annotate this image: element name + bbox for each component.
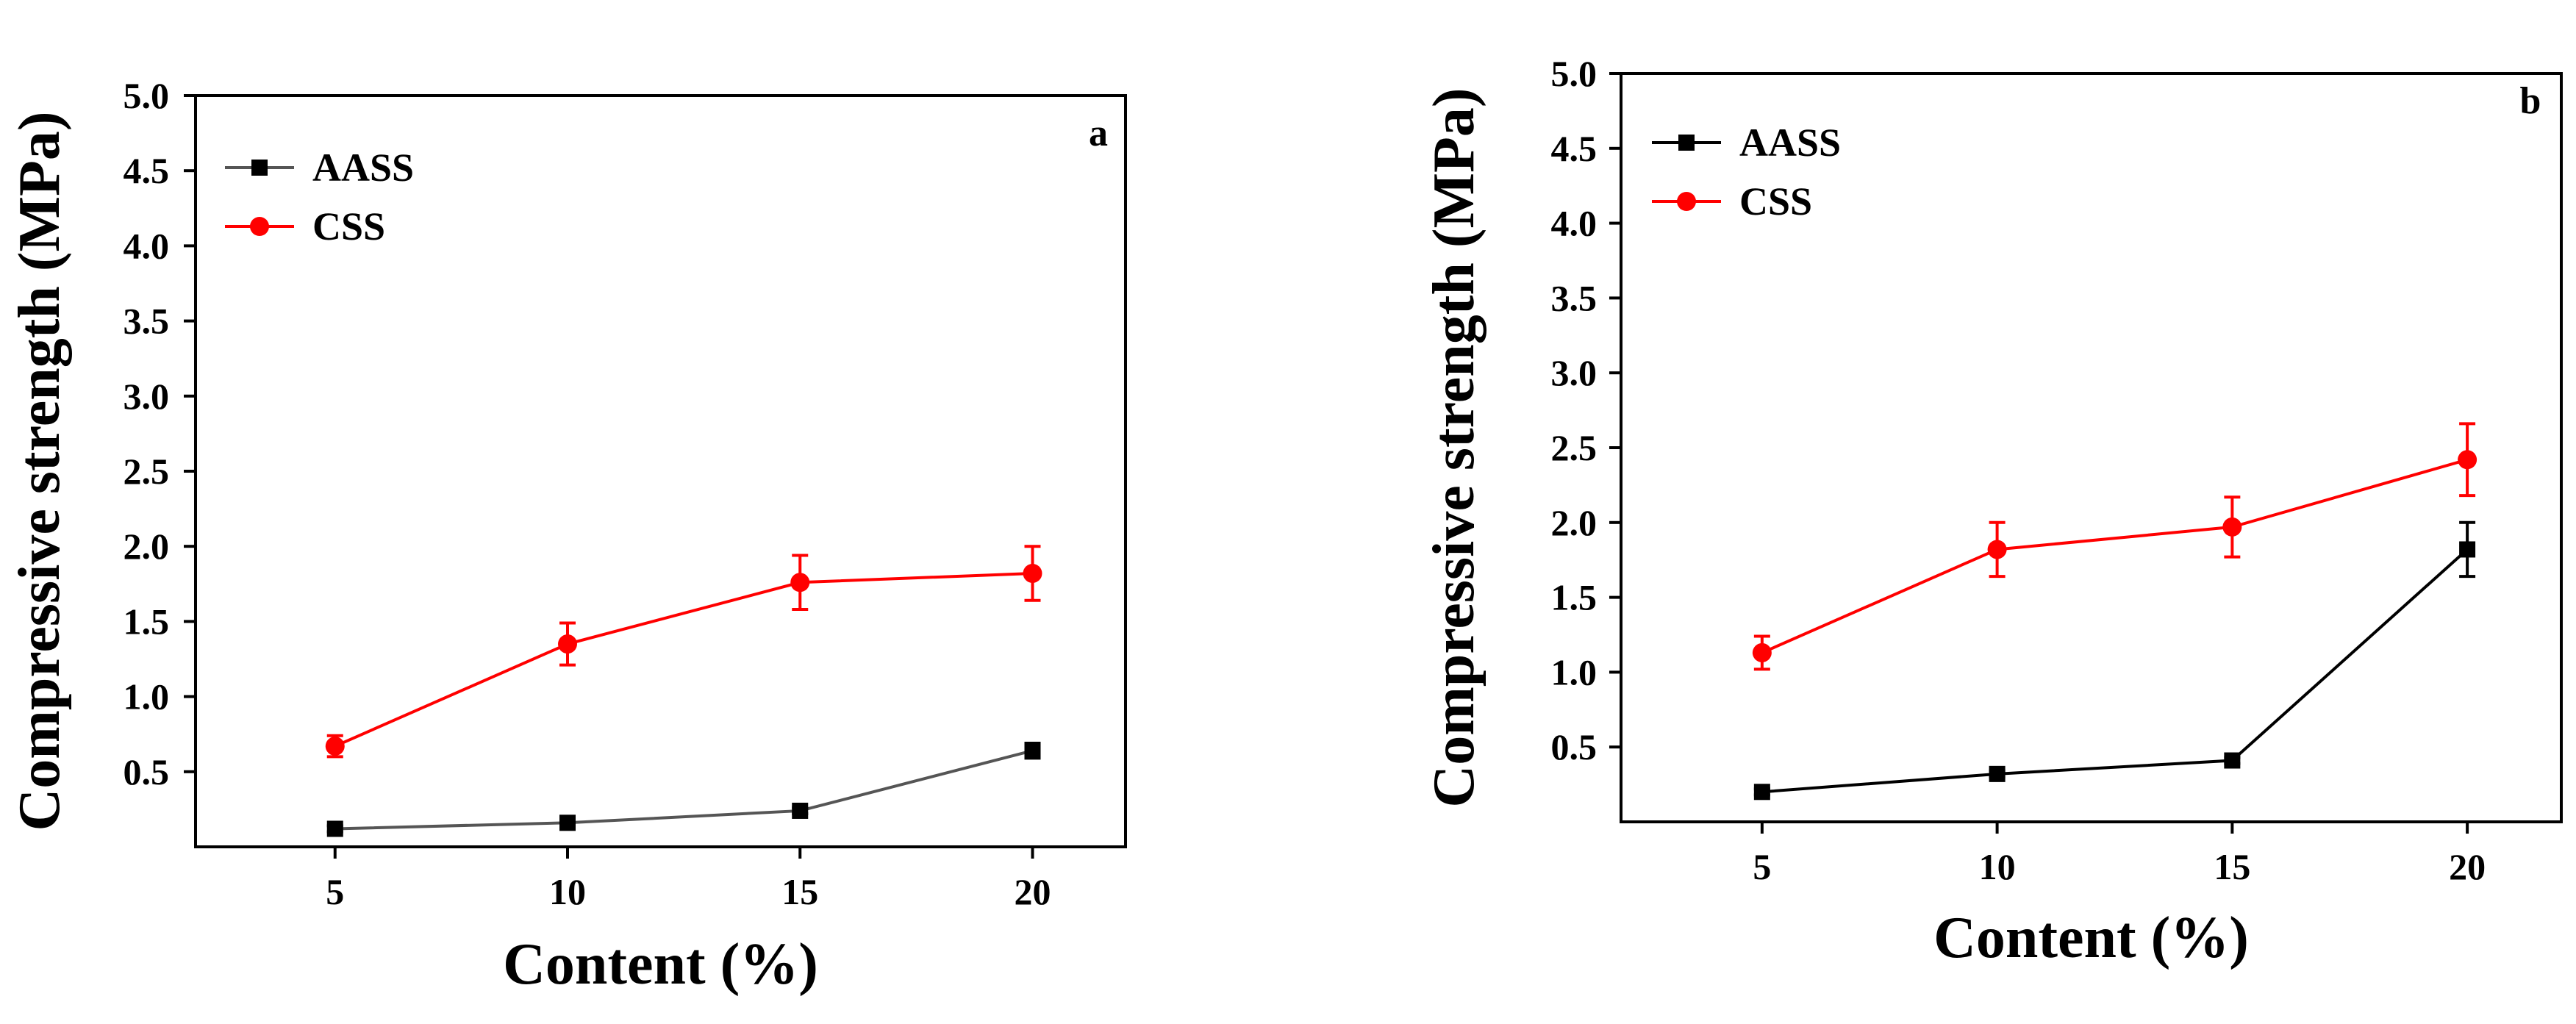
data-point [326, 820, 343, 837]
data-point [2459, 541, 2476, 558]
data-point [2224, 752, 2241, 769]
data-point [792, 802, 809, 819]
data-point [790, 573, 810, 592]
y-tick-label: 2.5 [1551, 427, 1598, 468]
y-tick-label: 1.5 [124, 601, 170, 642]
data-point [1024, 742, 1041, 759]
y-tick-label: 2.5 [124, 451, 170, 492]
legend-entry-css: CSS [225, 204, 385, 248]
legend-entry-aass: AASS [1652, 121, 1841, 165]
y-tick-label: 3.5 [1551, 277, 1598, 318]
data-point [1023, 563, 1042, 583]
data-point [559, 814, 576, 831]
panel-label: a [1089, 112, 1108, 154]
y-tick-label: 2.0 [1551, 502, 1598, 543]
y-tick-label: 4.0 [124, 225, 170, 266]
legend-entry-css: CSS [1652, 179, 1812, 223]
y-tick-label: 1.0 [1551, 651, 1598, 692]
data-point [2222, 517, 2242, 537]
y-tick-label: 4.0 [1551, 203, 1598, 244]
legend-entry-aass: AASS [225, 146, 414, 190]
y-axis-title: Compressive strength (MPa) [7, 111, 72, 831]
legend-label: AASS [1739, 121, 1841, 165]
x-tick-label: 5 [326, 871, 344, 912]
series-line [334, 571, 1033, 748]
data-point [1753, 784, 1770, 801]
series-css [325, 545, 1042, 759]
y-tick-label: 3.0 [124, 376, 170, 417]
data-point [2458, 450, 2477, 470]
x-axis-title: Content (%) [503, 932, 818, 997]
y-tick-label: 1.5 [1551, 577, 1598, 618]
series-aass [326, 741, 1041, 837]
y-tick-label: 1.0 [124, 676, 170, 717]
y-tick-label: 4.5 [124, 150, 170, 191]
panel-label: b [2520, 80, 2541, 122]
data-point [1987, 540, 2007, 559]
x-tick-label: 5 [1753, 846, 1771, 887]
legend-marker [250, 217, 269, 236]
y-tick-label: 5.0 [1551, 53, 1598, 94]
legend-marker [1678, 135, 1695, 151]
y-tick-label: 2.0 [124, 526, 170, 567]
y-tick-label: 3.5 [124, 301, 170, 342]
x-tick-label: 15 [2214, 846, 2250, 887]
chart-panel-b: 0.5 1.0 1.5 2.0 2.5 3.0 3.5 4.0 4.5 5.0 5 10 15 20 Con… [1422, 53, 2563, 970]
y-tick-label: 3.0 [1551, 352, 1598, 393]
series-line [334, 749, 1034, 831]
data-point [1752, 642, 1772, 662]
x-tick-label: 20 [1015, 871, 1051, 912]
x-tick-label: 10 [549, 871, 586, 912]
y-tick-label: 0.5 [1551, 726, 1598, 767]
data-point [325, 737, 345, 756]
chart-panel-a: 0.5 1.0 1.5 2.0 2.5 3.0 3.5 4.0 4.5 5.0 5 10 15 20 Con… [7, 75, 1127, 997]
x-axis-title: Content (%) [1933, 906, 2249, 970]
legend-label: AASS [312, 146, 414, 190]
y-tick-label: 4.5 [1551, 128, 1598, 169]
data-point [1989, 765, 2006, 782]
series-line [1761, 548, 2469, 794]
series-css [1752, 422, 2477, 671]
data-point [558, 634, 577, 654]
y-tick-label: 0.5 [124, 751, 170, 792]
legend-marker [1677, 192, 1696, 211]
series-aass [1753, 520, 2476, 801]
y-axis-title: Compressive strength (MPa) [1422, 87, 1486, 807]
y-tick-label: 5.0 [124, 75, 170, 116]
x-tick-label: 10 [1979, 846, 2016, 887]
legend-label: CSS [312, 204, 385, 248]
legend-label: CSS [1739, 179, 1812, 223]
series-line [1761, 458, 2468, 654]
legend-marker [251, 160, 268, 176]
x-tick-label: 20 [2449, 846, 2486, 887]
x-tick-label: 15 [781, 871, 818, 912]
